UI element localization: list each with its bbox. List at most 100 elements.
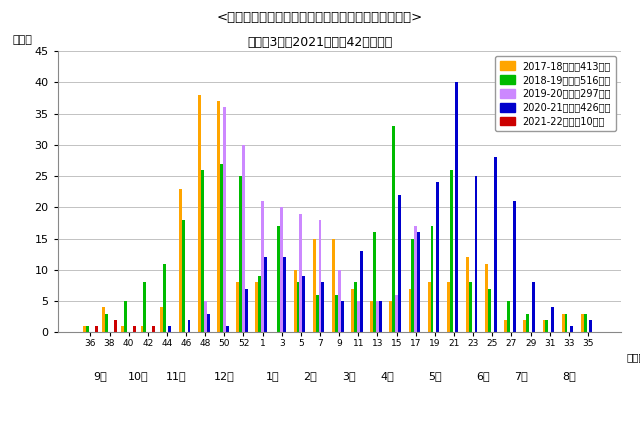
Text: <都内における感染性胃腸炎の集団感染事例報告件数>: <都内における感染性胃腸炎の集団感染事例報告件数> — [217, 11, 423, 24]
Text: 1月: 1月 — [266, 371, 279, 381]
Bar — [201, 170, 204, 332]
Text: 8月: 8月 — [562, 371, 576, 381]
Text: 3月: 3月 — [342, 371, 356, 381]
Bar — [316, 295, 319, 332]
Bar — [376, 301, 379, 332]
Bar — [513, 201, 516, 332]
Text: 11月: 11月 — [166, 371, 187, 381]
Bar — [261, 201, 264, 332]
Bar — [313, 239, 316, 332]
Bar — [398, 195, 401, 332]
Bar — [564, 314, 568, 332]
Bar — [114, 320, 116, 332]
Bar — [242, 145, 245, 332]
Bar — [83, 326, 86, 332]
Text: 5月: 5月 — [428, 371, 442, 381]
Bar — [141, 326, 143, 332]
Bar — [168, 326, 172, 332]
Bar — [493, 157, 497, 332]
Bar — [278, 226, 280, 332]
Bar — [456, 82, 458, 332]
Bar — [188, 320, 190, 332]
Text: 6月: 6月 — [476, 371, 490, 381]
Text: 12月: 12月 — [214, 371, 235, 381]
Bar — [408, 288, 412, 332]
Bar — [466, 257, 469, 332]
Bar — [207, 314, 209, 332]
Bar — [95, 326, 97, 332]
Bar — [524, 320, 526, 332]
Bar — [488, 288, 491, 332]
Bar — [236, 282, 239, 332]
Bar — [143, 282, 147, 332]
Bar — [245, 288, 248, 332]
Bar — [360, 251, 363, 332]
Bar — [532, 282, 535, 332]
Text: （令和3年（2021年）第42週まで）: （令和3年（2021年）第42週まで） — [248, 36, 392, 49]
Bar — [417, 232, 420, 332]
Bar — [280, 207, 284, 332]
Bar — [390, 301, 392, 332]
Legend: 2017-18年（計413件）, 2018-19年（計516件）, 2019-20年（計297件）, 2020-21年（計426件）, 2021-22年（計10: 2017-18年（計413件）, 2018-19年（計516件）, 2019-2… — [495, 56, 616, 131]
Bar — [395, 295, 398, 332]
Bar — [562, 314, 564, 332]
Bar — [543, 320, 545, 332]
Bar — [545, 320, 548, 332]
Bar — [584, 314, 587, 332]
Bar — [447, 282, 450, 332]
Bar — [340, 301, 344, 332]
Bar — [412, 239, 414, 332]
Bar — [217, 101, 220, 332]
Bar — [431, 226, 433, 332]
Bar — [122, 326, 124, 332]
Bar — [338, 270, 340, 332]
Bar — [105, 314, 108, 332]
Bar — [357, 301, 360, 332]
Text: 4月: 4月 — [380, 371, 394, 381]
Bar — [371, 301, 373, 332]
Bar — [239, 176, 242, 332]
Text: 10月: 10月 — [128, 371, 148, 381]
Bar — [351, 288, 354, 332]
Text: 9月: 9月 — [93, 371, 107, 381]
Bar — [198, 95, 201, 332]
Bar — [133, 326, 136, 332]
Bar — [450, 170, 452, 332]
Bar — [589, 320, 593, 332]
Bar — [379, 301, 382, 332]
Bar — [428, 282, 431, 332]
Bar — [321, 282, 324, 332]
Bar — [392, 126, 395, 332]
Bar — [436, 182, 439, 332]
Bar — [102, 307, 105, 332]
Bar — [319, 220, 321, 332]
Bar — [507, 301, 510, 332]
Bar — [485, 264, 488, 332]
Bar — [182, 220, 185, 332]
Text: 2月: 2月 — [303, 371, 317, 381]
Bar — [284, 257, 286, 332]
Bar — [163, 264, 166, 332]
Bar — [335, 295, 338, 332]
Bar — [223, 107, 226, 332]
Text: 7月: 7月 — [514, 371, 528, 381]
Bar — [581, 314, 584, 332]
Bar — [300, 213, 302, 332]
Bar — [414, 226, 417, 332]
Bar — [226, 326, 228, 332]
Bar — [302, 276, 305, 332]
Bar — [469, 282, 472, 332]
Bar — [220, 164, 223, 332]
Bar — [296, 282, 300, 332]
Bar — [264, 257, 267, 332]
Bar — [475, 176, 477, 332]
Bar — [570, 326, 573, 332]
Bar — [124, 301, 127, 332]
Bar — [551, 307, 554, 332]
Bar — [373, 232, 376, 332]
Bar — [152, 326, 155, 332]
Bar — [332, 239, 335, 332]
Bar — [179, 189, 182, 332]
Bar — [86, 326, 89, 332]
Bar — [255, 282, 259, 332]
